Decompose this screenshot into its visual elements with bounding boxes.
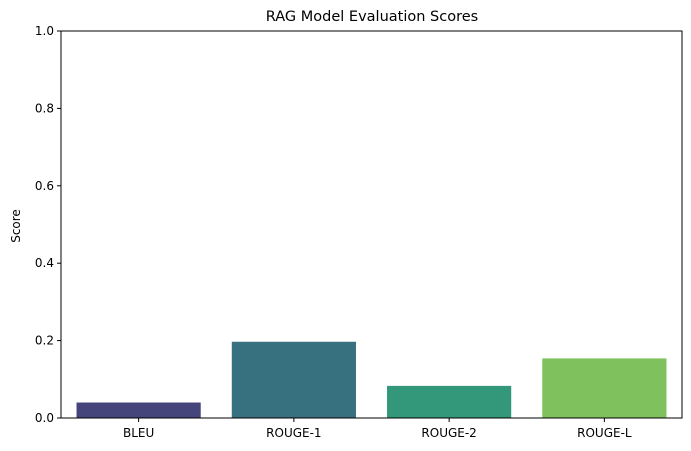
bars-group: [76, 341, 667, 418]
y-ticks-group: 0.0 0.2 0.4 0.6 0.8 1.0: [35, 24, 61, 425]
x-tick-label: ROUGE-1: [266, 426, 321, 440]
chart-title: RAG Model Evaluation Scores: [266, 9, 478, 25]
bar-rouge-2: [387, 385, 512, 418]
y-tick-label: 0.2: [35, 334, 54, 348]
y-tick-label: 0.8: [35, 101, 54, 115]
plot-frame: [60, 30, 683, 419]
y-tick-label: 1.0: [35, 24, 54, 38]
x-tick-label: ROUGE-L: [577, 426, 632, 440]
y-axis-label: Score: [9, 209, 23, 243]
y-tick-label: 0.4: [35, 256, 54, 270]
x-tick-label: BLEU: [123, 426, 154, 440]
bar-rouge-l: [542, 358, 667, 418]
bar-bleu: [76, 402, 201, 418]
y-tick-label: 0.0: [35, 411, 54, 425]
x-tick-label: ROUGE-2: [421, 426, 476, 440]
y-tick-label: 0.6: [35, 179, 54, 193]
x-ticks-group: BLEU ROUGE-1 ROUGE-2 ROUGE-L: [123, 418, 632, 440]
bar-rouge-1: [231, 341, 356, 418]
